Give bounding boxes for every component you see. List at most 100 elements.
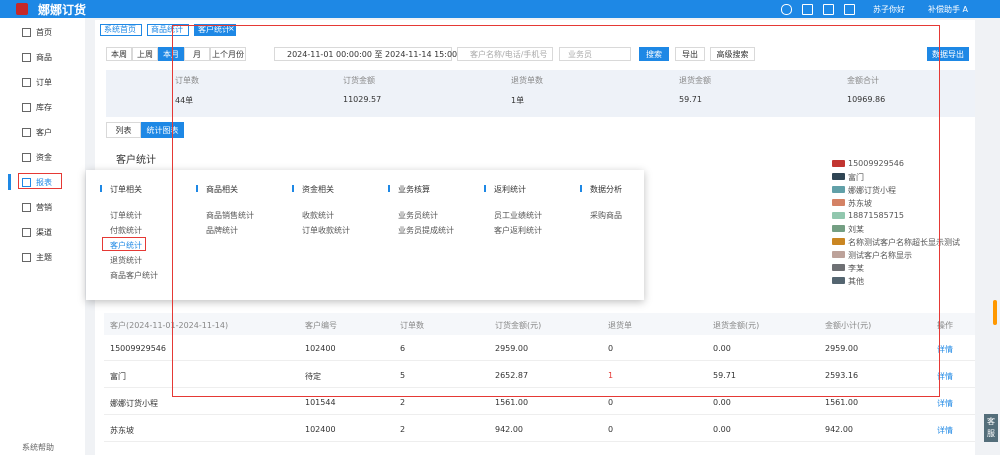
sidebar-item[interactable]: 主题	[36, 253, 52, 262]
period-button[interactable]: 上个月份	[210, 47, 246, 61]
sidebar-item[interactable]: 渠道	[36, 228, 52, 237]
data-export-button[interactable]: 数据导出	[927, 47, 969, 61]
period-button[interactable]: 上周	[132, 47, 158, 61]
date-range[interactable]: 2024-11-01 00:00:00 至 2024-11-14 15:00:3…	[274, 47, 470, 61]
table-cell: 6	[400, 344, 406, 353]
legend-label: 其他	[848, 277, 864, 286]
salesman-input[interactable]: 业务员	[559, 47, 631, 61]
menu-item[interactable]: 商品销售统计	[206, 211, 254, 220]
period-button[interactable]: 本周	[106, 47, 132, 61]
menu-icon	[22, 53, 31, 62]
legend-label: 18871585715	[848, 211, 904, 220]
sidebar-item[interactable]: 商品	[36, 53, 52, 62]
sidebar-footer[interactable]: 系统帮助	[22, 443, 54, 452]
table-cell: 0	[608, 344, 614, 353]
menu-item[interactable]: 客户统计	[110, 241, 142, 250]
summary-value: 59.71	[679, 95, 702, 104]
table-cell: 苏东坡	[110, 426, 134, 435]
menu-item[interactable]: 业务员统计	[398, 211, 438, 220]
tab[interactable]: 客户统计	[194, 24, 236, 36]
menu-mark	[580, 185, 582, 192]
table-cell: 2593.16	[825, 371, 859, 380]
sidebar-item[interactable]: 库存	[36, 103, 52, 112]
user-name[interactable]: 苏子你好	[873, 5, 905, 14]
menu-column-title: 返利统计	[494, 185, 526, 194]
summary	[106, 70, 975, 117]
menu-item[interactable]: 订单收款统计	[302, 226, 350, 235]
menu-item[interactable]: 客户返利统计	[494, 226, 542, 235]
table-cell: 富门	[110, 372, 126, 381]
box-icon[interactable]	[823, 4, 834, 15]
tab-close[interactable]: ×	[228, 24, 235, 33]
search-icon[interactable]	[781, 4, 792, 15]
table-cell: 0	[608, 398, 614, 407]
table-header: 客户(2024-11-01-2024-11-14)	[110, 321, 229, 330]
service-button[interactable]: 客服	[984, 414, 998, 442]
search-button[interactable]: 搜索	[639, 47, 669, 61]
legend-swatch	[832, 160, 845, 167]
table-cell: 15009929546	[110, 344, 166, 353]
export-button[interactable]: 导出	[675, 47, 705, 61]
summary-header: 订货金额	[343, 76, 375, 85]
table-cell: 1	[608, 371, 614, 380]
view-list[interactable]: 列表	[106, 122, 141, 138]
sidebar-item[interactable]: 首页	[36, 28, 52, 37]
menu-item[interactable]: 业务员提成统计	[398, 226, 454, 235]
period-button[interactable]: 本月	[158, 47, 184, 61]
table-header: 订货金额(元)	[495, 321, 542, 330]
view-chart[interactable]: 统计图表	[141, 122, 184, 138]
sidebar-item[interactable]: 资金	[36, 153, 52, 162]
menu-item[interactable]: 采购商品	[590, 211, 622, 220]
summary-value: 11029.57	[343, 95, 382, 104]
table-cell[interactable]: 详情	[937, 372, 953, 381]
menu-mark	[484, 185, 486, 192]
table-header-bg	[104, 313, 975, 335]
full-icon[interactable]	[844, 4, 855, 15]
menu-icon	[22, 228, 31, 237]
menu-item[interactable]: 订单统计	[110, 211, 142, 220]
summary-header: 订单数	[175, 76, 199, 85]
customer-input[interactable]: 客户名称/电话/手机号	[457, 47, 553, 61]
table-cell: 娜娜订货小程	[110, 399, 158, 408]
sidebar-item[interactable]: 营销	[36, 203, 52, 212]
menu-item[interactable]: 收款统计	[302, 211, 334, 220]
legend-label: 富门	[848, 173, 864, 182]
table-cell: 0.00	[713, 344, 731, 353]
legend-swatch	[832, 225, 845, 232]
menu-icon	[22, 178, 31, 187]
tab[interactable]: 商品统计	[147, 24, 189, 36]
menu-item[interactable]: 员工业绩统计	[494, 211, 542, 220]
sidebar	[0, 18, 85, 455]
menu-item[interactable]: 商品客户统计	[110, 271, 158, 280]
table-cell[interactable]: 详情	[937, 426, 953, 435]
tab[interactable]: 系统首页	[100, 24, 142, 36]
row-line	[104, 441, 975, 442]
sidebar-item[interactable]: 客户	[36, 128, 52, 137]
table-header: 操作	[937, 321, 953, 330]
sidebar-item[interactable]: 订单	[36, 78, 52, 87]
table-cell[interactable]: 详情	[937, 345, 953, 354]
period-button[interactable]: 月	[184, 47, 210, 61]
menu-icon	[22, 78, 31, 87]
table-cell[interactable]: 详情	[937, 399, 953, 408]
row-line	[104, 414, 975, 415]
legend-swatch	[832, 173, 845, 180]
menu-mark	[292, 185, 294, 192]
advanced-button[interactable]: 高级搜索	[710, 47, 755, 61]
table-cell: 0	[608, 425, 614, 434]
menu-column-title: 业务核算	[398, 185, 430, 194]
annotation-box	[172, 25, 940, 397]
table-cell: 2	[400, 425, 406, 434]
menu-item[interactable]: 品牌统计	[206, 226, 238, 235]
legend-label: 15009929546	[848, 159, 904, 168]
top-bar	[0, 0, 1000, 18]
menu-item[interactable]: 退货统计	[110, 256, 142, 265]
account[interactable]: 补偿助手 A	[928, 5, 969, 14]
menu-item[interactable]: 付款统计	[110, 226, 142, 235]
sidebar-item[interactable]: 报表	[36, 178, 52, 187]
sound-icon[interactable]	[802, 4, 813, 15]
menu-icon	[22, 253, 31, 262]
menu-panel	[86, 170, 644, 300]
table-cell: 0.00	[713, 398, 731, 407]
